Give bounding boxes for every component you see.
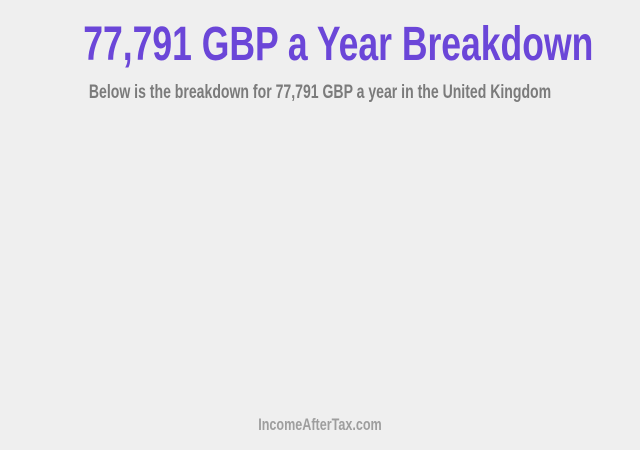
page-title: 77,791 GBP a Year Breakdown xyxy=(83,18,594,71)
footer-brand: IncomeAfterTax.com xyxy=(258,415,382,434)
page-subtitle: Below is the breakdown for 77,791 GBP a … xyxy=(88,82,552,103)
